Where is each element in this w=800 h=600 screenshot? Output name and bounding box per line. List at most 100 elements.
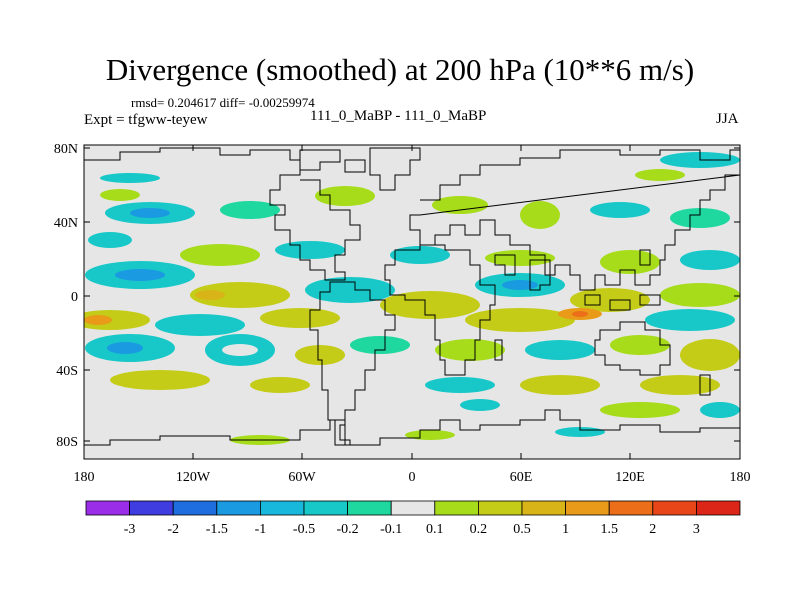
field-patch	[610, 335, 670, 355]
field-patch	[680, 339, 740, 371]
field-patch	[525, 340, 595, 360]
greenland-outline	[369, 147, 421, 191]
season-label: JJA	[716, 111, 739, 127]
map-panel	[83, 144, 741, 460]
field-patch	[640, 375, 720, 395]
colorbar-swatch	[303, 500, 348, 516]
case-label: 111_0_MaBP - 111_0_MaBP	[310, 108, 487, 124]
lon-tick-label: 180	[74, 470, 95, 485]
colorbar-swatch	[477, 500, 523, 516]
eurasia-outline	[409, 149, 740, 291]
colorbar-label: 0.5	[513, 522, 531, 537]
lon-tick-label: 120W	[176, 470, 211, 485]
colorbar-swatch	[259, 500, 305, 516]
field-patch	[645, 309, 735, 331]
field-patch	[110, 370, 210, 390]
colorbar-swatch	[434, 500, 479, 516]
colorbar-label: 0.2	[470, 522, 488, 537]
longitude-axis: 180 120W 60W 0 60E 120E 180	[74, 145, 751, 485]
colorbar-swatch	[696, 500, 741, 516]
field-patch	[350, 336, 410, 354]
field-patch	[600, 250, 660, 274]
field-patch	[155, 314, 245, 336]
colorbar-swatch	[652, 500, 697, 516]
colorbar-label: 1	[562, 522, 569, 537]
field-patch	[84, 310, 150, 330]
colorbar-label: -0.2	[337, 522, 359, 537]
colorbar-swatch	[85, 500, 130, 516]
arctic-islands-outline	[299, 149, 366, 173]
lat-tick-label: 40S	[56, 364, 78, 379]
divergence-field	[84, 152, 740, 445]
colorbar-swatch	[608, 500, 654, 516]
lat-tick-label: 0	[71, 290, 78, 305]
colorbar-label: -0.5	[293, 522, 315, 537]
colorbar-label: -2	[167, 522, 179, 537]
field-patch	[600, 402, 680, 418]
field-patch	[520, 375, 600, 395]
field-patch	[222, 344, 258, 356]
field-patch	[315, 186, 375, 206]
colorbar-swatch	[172, 500, 218, 516]
japan-outline	[639, 249, 651, 266]
field-patch	[590, 202, 650, 218]
field-patch	[84, 315, 112, 325]
field-patch	[680, 250, 740, 270]
plot-title: Divergence (smoothed) at 200 hPa (10**6 …	[105, 52, 695, 87]
experiment-label: Expt = tfgww-teyew	[84, 112, 208, 128]
field-patch	[700, 402, 740, 418]
field-patch	[670, 208, 730, 228]
field-patch	[190, 282, 290, 308]
colorbar-label: 1.5	[600, 522, 618, 537]
colorbar-swatch	[216, 500, 261, 516]
field-patch	[107, 342, 143, 354]
field-patch	[180, 244, 260, 266]
colorbar-label: 2	[649, 522, 656, 537]
coastlines	[84, 147, 740, 446]
new-zealand-outline	[699, 374, 711, 396]
antarctica-outline	[84, 409, 740, 446]
lat-tick-label: 80S	[56, 435, 78, 450]
field-patch	[485, 250, 555, 266]
colorbar-swatch	[521, 500, 566, 516]
colorbar-label: 3	[693, 522, 700, 537]
field-patch	[465, 308, 575, 332]
colorbar-swatch	[347, 500, 392, 516]
field-patch	[88, 232, 132, 248]
latitude-axis: 80N 40N 0 40S 80S	[54, 142, 740, 450]
field-patch	[660, 283, 740, 307]
australia-outline	[594, 321, 671, 376]
field-patch	[130, 208, 170, 218]
field-patch	[260, 308, 340, 328]
field-patch	[220, 201, 280, 219]
colorbar: -3 -2 -1.5 -1 -0.5 -0.2 -0.1 0.1 0.2 0.5 1 1.5 2 3	[85, 500, 741, 537]
colorbar-label: -0.1	[380, 522, 402, 537]
lon-tick-label: 180	[730, 470, 751, 485]
field-patch	[115, 269, 165, 281]
colorbar-swatch	[129, 500, 174, 516]
field-patch	[305, 277, 395, 303]
north-america-outline	[84, 147, 361, 281]
field-patch	[572, 311, 588, 317]
colorbar-label: -1.5	[206, 522, 228, 537]
field-patch	[100, 189, 140, 201]
lat-tick-label: 40N	[54, 216, 78, 231]
field-patch	[250, 377, 310, 393]
south-asia-outline	[494, 254, 551, 291]
colorbar-label: -1	[255, 522, 267, 537]
field-patch	[520, 201, 560, 229]
lat-tick-label: 80N	[54, 142, 78, 157]
field-patch	[502, 280, 538, 290]
lon-tick-label: 60E	[510, 470, 533, 485]
lon-tick-label: 120E	[615, 470, 645, 485]
madagascar-outline	[494, 339, 503, 361]
africa-outline	[384, 244, 496, 376]
field-patch	[635, 169, 685, 181]
field-patch	[432, 196, 488, 214]
colorbar-swatch	[565, 500, 610, 516]
lon-tick-label: 0	[409, 470, 416, 485]
field-patch	[425, 377, 495, 393]
colorbar-swatch	[390, 500, 436, 516]
colorbar-label: -3	[124, 522, 136, 537]
